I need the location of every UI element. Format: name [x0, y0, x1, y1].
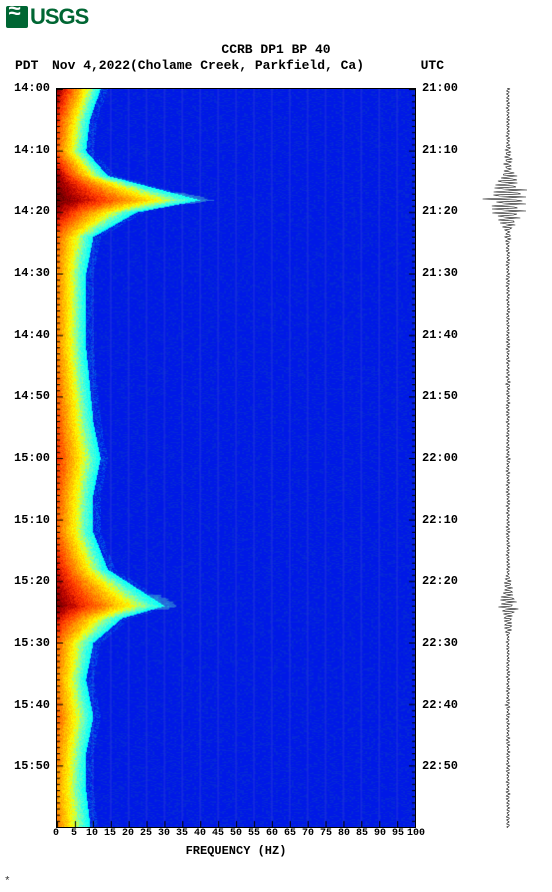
utc-tick: 22:40	[422, 698, 458, 712]
pdt-tick: 15:30	[14, 636, 50, 650]
freq-tick: 5	[71, 828, 77, 839]
freq-tick: 15	[104, 828, 116, 839]
pdt-tick: 15:50	[14, 759, 50, 773]
freq-tick: 80	[338, 828, 350, 839]
utc-tick: 21:30	[422, 266, 458, 280]
freq-tick: 40	[194, 828, 206, 839]
utc-tick: 21:20	[422, 204, 458, 218]
freq-tick: 70	[302, 828, 314, 839]
freq-tick: 85	[356, 828, 368, 839]
pdt-tick: 14:30	[14, 266, 50, 280]
utc-tick: 21:00	[422, 81, 458, 95]
freq-tick: 45	[212, 828, 224, 839]
footer-mark: *	[4, 876, 11, 888]
freq-tick: 55	[248, 828, 260, 839]
freq-tick: 75	[320, 828, 332, 839]
x-axis-frequency: 0510152025303540455055606570758085909510…	[56, 828, 416, 842]
freq-tick: 0	[53, 828, 59, 839]
pdt-tick: 14:40	[14, 328, 50, 342]
freq-tick: 100	[407, 828, 425, 839]
freq-tick: 95	[392, 828, 404, 839]
freq-tick: 30	[158, 828, 170, 839]
pdt-tick: 15:20	[14, 574, 50, 588]
utc-tick: 22:00	[422, 451, 458, 465]
logo-text: USGS	[30, 4, 88, 30]
location-label: (Cholame Creek, Parkfield, Ca)	[130, 58, 364, 73]
x-axis-label: FREQUENCY (HZ)	[56, 844, 416, 858]
pdt-tick: 15:00	[14, 451, 50, 465]
utc-tick: 22:10	[422, 513, 458, 527]
tz-left-label: PDT	[15, 58, 38, 73]
freq-tick: 25	[140, 828, 152, 839]
pdt-tick: 14:10	[14, 143, 50, 157]
freq-tick: 65	[284, 828, 296, 839]
usgs-logo: USGS	[6, 4, 88, 30]
pdt-tick: 15:10	[14, 513, 50, 527]
wave-icon	[6, 6, 28, 28]
tz-right-label: UTC	[421, 58, 444, 73]
utc-tick: 22:30	[422, 636, 458, 650]
freq-tick: 10	[86, 828, 98, 839]
pdt-tick: 14:50	[14, 389, 50, 403]
utc-tick: 21:50	[422, 389, 458, 403]
utc-tick: 22:50	[422, 759, 458, 773]
date-label: Nov 4,2022	[52, 58, 130, 73]
freq-tick: 20	[122, 828, 134, 839]
utc-tick: 21:10	[422, 143, 458, 157]
freq-tick: 35	[176, 828, 188, 839]
pdt-tick: 14:20	[14, 204, 50, 218]
pdt-tick: 15:40	[14, 698, 50, 712]
utc-tick: 22:20	[422, 574, 458, 588]
utc-tick: 21:40	[422, 328, 458, 342]
pdt-tick: 14:00	[14, 81, 50, 95]
spectrogram-plot	[56, 88, 416, 828]
freq-tick: 60	[266, 828, 278, 839]
seismogram-trace	[478, 88, 538, 828]
plot-title: CCRB DP1 BP 40	[0, 42, 552, 57]
freq-tick: 90	[374, 828, 386, 839]
freq-tick: 50	[230, 828, 242, 839]
